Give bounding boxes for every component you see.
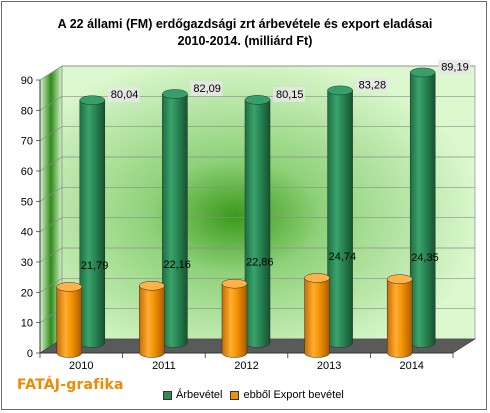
data-label: 22,16 <box>163 259 191 271</box>
legend-swatch-orange <box>230 390 240 400</box>
data-label-bg <box>438 59 471 75</box>
data-label-bg <box>355 77 388 93</box>
y-tick-label: 60 <box>21 166 33 178</box>
y-tick-label: 50 <box>21 196 33 208</box>
cylinder-body <box>139 285 165 358</box>
cylinder-cap <box>162 89 188 99</box>
cylinder-cap <box>327 85 353 96</box>
chart-subtitle: 2010-2014. (milliárd Ft) <box>177 34 313 48</box>
cylinder-body <box>386 278 413 358</box>
data-label-bg <box>190 80 223 96</box>
bar-export-2010 <box>56 282 83 358</box>
data-label-text: 24,74 <box>329 251 357 263</box>
y-tick-label: 90 <box>21 75 33 87</box>
legend-item-arbevetel: Árbevétel <box>163 389 222 401</box>
data-label: 80,04 <box>107 87 140 103</box>
data-label: 89,19 <box>438 59 471 75</box>
cylinder-cap <box>56 282 83 292</box>
cylinder-body <box>327 90 353 348</box>
cylinder-cap <box>139 281 165 291</box>
legend-label-export: ebből Export bevétel <box>243 389 344 401</box>
bar-export-2013 <box>304 273 330 358</box>
data-label-text: 22,86 <box>246 257 274 269</box>
data-label-text: 22,16 <box>163 259 191 271</box>
cylinder-body <box>162 93 188 348</box>
bar-arbevetel-2012 <box>244 95 271 348</box>
cylinder-cap <box>386 274 413 284</box>
cylinder-body <box>409 72 436 348</box>
data-label: 21,79 <box>81 260 109 272</box>
x-tick-label: 2014 <box>399 360 423 372</box>
cylinder-body <box>304 277 330 358</box>
legend: Árbevétel ebből Export bevétel <box>163 389 352 401</box>
y-tick-label: 0 <box>27 348 33 360</box>
cylinder-cap <box>79 95 106 105</box>
cylinder-cap <box>221 278 248 289</box>
data-label: 82,09 <box>190 80 223 96</box>
chart-title: A 22 állami (FM) erdőgazdsági zrt árbevé… <box>0 16 490 50</box>
bar-arbevetel-2011 <box>162 89 188 348</box>
y-tick-label: 70 <box>21 136 33 148</box>
brand-text: FATÁJ-grafika <box>17 377 124 393</box>
legend-label-arbevetel: Árbevétel <box>176 389 223 401</box>
y-tick-label: 10 <box>21 318 33 330</box>
x-tick-label: 2010 <box>69 360 93 372</box>
bar-export-2012 <box>221 278 248 358</box>
cylinder-body <box>56 286 83 358</box>
cylinder-cap <box>304 273 330 283</box>
y-tick-label: 40 <box>21 227 33 239</box>
legend-swatch-green <box>163 390 172 400</box>
legend-item-export: ebből Export bevétel <box>230 389 344 401</box>
bar-export-2014 <box>386 274 413 358</box>
cylinder-cap <box>244 95 271 105</box>
data-label-text: 80,15 <box>276 89 304 101</box>
cylinder-cap <box>409 67 436 78</box>
data-label: 24,74 <box>329 251 357 263</box>
data-label: 83,28 <box>355 77 388 93</box>
data-label-text: 24,35 <box>411 252 439 264</box>
data-label-text: 21,79 <box>81 260 109 272</box>
x-tick-label: 2013 <box>317 360 341 372</box>
data-label: 22,86 <box>246 257 274 269</box>
bar-arbevetel-2014 <box>409 67 436 348</box>
bar-export-2011 <box>139 281 165 358</box>
cylinder-body <box>79 99 106 348</box>
gridline <box>39 65 475 81</box>
x-tick-label: 2011 <box>152 360 176 372</box>
bar-arbevetel-2013 <box>327 85 353 348</box>
data-label: 24,35 <box>411 252 439 264</box>
y-tick-label: 30 <box>21 257 33 269</box>
cylinder-body <box>221 283 248 358</box>
data-label-text: 82,09 <box>193 83 221 95</box>
bar-arbevetel-2010 <box>79 95 106 348</box>
y-tick-label: 80 <box>21 105 33 117</box>
cylinder-body <box>244 99 271 348</box>
data-label-bg <box>107 87 140 103</box>
data-label-text: 89,19 <box>441 61 469 73</box>
y-tick-label: 20 <box>21 287 33 299</box>
data-label-text: 83,28 <box>359 79 387 91</box>
chart-title-line1: A 22 állami (FM) erdőgazdsági zrt árbevé… <box>57 17 433 31</box>
x-tick-label: 2012 <box>234 360 258 372</box>
data-label-text: 80,04 <box>111 89 139 101</box>
data-label-bg <box>273 86 305 102</box>
data-label: 80,15 <box>273 86 305 102</box>
